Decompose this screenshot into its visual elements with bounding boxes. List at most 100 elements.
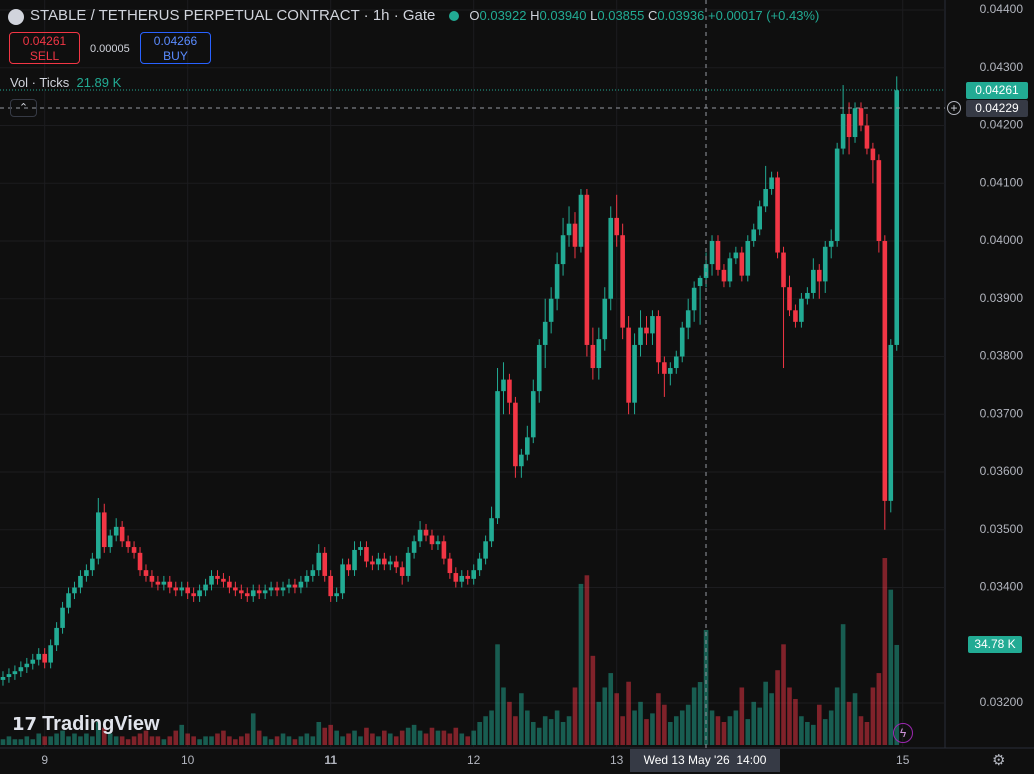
volume-bar bbox=[626, 681, 631, 745]
candle-body bbox=[179, 587, 185, 591]
volume-bar bbox=[811, 724, 816, 745]
candle-body bbox=[328, 575, 333, 597]
candle-body bbox=[733, 252, 739, 259]
h: 0.03940 bbox=[539, 8, 587, 23]
candle-body bbox=[834, 148, 840, 241]
volume-bar bbox=[12, 739, 18, 745]
volume-bar bbox=[101, 727, 107, 745]
volume-bar bbox=[286, 736, 292, 745]
candle-body bbox=[697, 277, 703, 287]
candle-body bbox=[471, 570, 476, 579]
volume-bar bbox=[662, 704, 667, 745]
candle-body bbox=[161, 581, 167, 585]
volume-bar bbox=[149, 736, 155, 745]
volume-bar bbox=[137, 733, 143, 745]
volume-bar bbox=[840, 624, 846, 745]
volume-bar bbox=[143, 730, 149, 745]
candle-body bbox=[393, 561, 399, 568]
volume-bar bbox=[280, 733, 286, 745]
volume-bar bbox=[405, 727, 411, 745]
volume-bar bbox=[84, 733, 89, 745]
change: +0.00017 (+0.43%) bbox=[708, 8, 820, 23]
volume-bar bbox=[554, 710, 560, 745]
y-tick-label: 0.03500 bbox=[980, 522, 1024, 536]
volume-bar bbox=[465, 736, 471, 745]
volume-bar bbox=[131, 736, 137, 745]
candle-body bbox=[203, 584, 208, 591]
add-alert-button[interactable]: + bbox=[947, 101, 961, 115]
volume-bar bbox=[799, 716, 804, 745]
settings-button[interactable]: ⚙ bbox=[992, 752, 1006, 769]
volume-bar bbox=[90, 736, 95, 745]
volume-bar bbox=[513, 716, 518, 745]
candle-body bbox=[209, 575, 214, 585]
sell-button[interactable]: 0.04261 SELL bbox=[9, 32, 80, 64]
candle-body bbox=[668, 368, 673, 374]
volume-bar bbox=[525, 710, 530, 745]
candle-body bbox=[227, 581, 232, 588]
events-button[interactable]: ϟ bbox=[893, 723, 913, 743]
candle-body bbox=[846, 113, 852, 138]
volume-bar bbox=[72, 733, 77, 745]
volume-bar bbox=[644, 719, 649, 745]
volume-bar bbox=[352, 730, 357, 745]
candle-body bbox=[560, 235, 566, 265]
candle-body bbox=[382, 558, 387, 565]
volume-bar bbox=[560, 721, 566, 745]
volume-bar bbox=[536, 727, 542, 745]
candle-body bbox=[137, 552, 143, 571]
candle-body bbox=[739, 252, 745, 276]
volume-bar bbox=[745, 719, 751, 745]
candle-body bbox=[24, 663, 30, 668]
volume-bar bbox=[572, 687, 578, 745]
volume-bar bbox=[816, 704, 822, 745]
candle-body bbox=[650, 316, 655, 334]
candle-body bbox=[721, 269, 727, 282]
candle-body bbox=[727, 258, 733, 282]
o-key: O bbox=[469, 8, 480, 23]
buy-button[interactable]: 0.04266 BUY bbox=[140, 32, 211, 64]
candle-body bbox=[286, 584, 292, 588]
volume-bar bbox=[691, 687, 697, 745]
candle-body bbox=[113, 526, 119, 536]
y-tick-label: 0.03400 bbox=[980, 580, 1024, 594]
candle-body bbox=[525, 437, 530, 455]
candle-body bbox=[554, 264, 560, 299]
candle-body bbox=[84, 570, 89, 576]
collapse-button[interactable]: ⌃ bbox=[10, 99, 37, 117]
sell-label: SELL bbox=[29, 49, 60, 63]
volume-bar bbox=[250, 713, 256, 745]
volume-bar bbox=[834, 687, 840, 745]
volume-bar bbox=[227, 736, 232, 745]
candle-body bbox=[262, 590, 268, 594]
volume-bar bbox=[18, 739, 24, 745]
candle-body bbox=[477, 558, 482, 571]
volume-bar bbox=[447, 733, 453, 745]
candle-body bbox=[864, 125, 870, 149]
candle-body bbox=[352, 549, 357, 571]
volume-bar bbox=[495, 644, 500, 745]
candle-body bbox=[340, 564, 345, 594]
volume-bar bbox=[852, 693, 858, 745]
candle-body bbox=[185, 587, 190, 594]
volume-bar bbox=[197, 739, 202, 745]
volume-bar bbox=[233, 739, 238, 745]
candle-body bbox=[632, 344, 637, 403]
volume-value: 21.89 K bbox=[76, 75, 122, 90]
volume-bar bbox=[673, 716, 679, 745]
volume-bar bbox=[268, 739, 274, 745]
candle-body bbox=[763, 189, 768, 207]
candle-body bbox=[852, 108, 858, 138]
y-tick-label: 0.04100 bbox=[980, 175, 1024, 189]
candle-body bbox=[745, 240, 751, 276]
candle-body bbox=[858, 108, 864, 126]
volume-bar bbox=[876, 673, 882, 745]
volume-bar bbox=[805, 721, 810, 745]
volume-bar bbox=[179, 724, 185, 745]
volume-bar bbox=[638, 701, 643, 745]
volume-bar bbox=[739, 687, 745, 745]
volume-bar bbox=[358, 736, 363, 745]
volume-bar bbox=[423, 733, 429, 745]
candle-body bbox=[215, 575, 220, 579]
x-tick-label: 9 bbox=[41, 753, 48, 767]
